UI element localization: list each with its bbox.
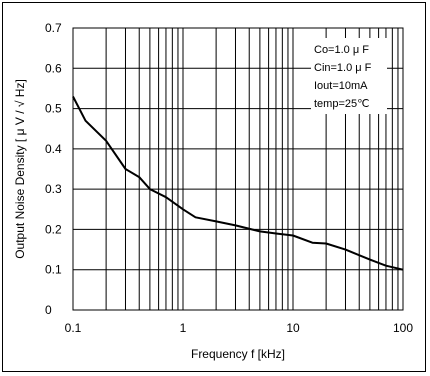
tick-labels: 0.1 1 10 100 0 0.1 0.2 0.3 0.4 0.5 0.6 0.7 [45,21,413,335]
y-tick-label: 0 [45,303,52,317]
y-tick-label: 0.1 [45,263,62,277]
condition-text: Cin=1.0 μ F [314,62,372,74]
y-tick-label: 0.3 [45,182,62,196]
noise-density-line [72,96,404,271]
x-tick-label: 0.1 [65,321,82,335]
condition-text: Co=1.0 μ F [314,44,369,56]
y-tick-label: 0.2 [45,222,62,236]
y-axis-label: Output Noise Density [ μ V / √ Hz] [13,79,27,259]
x-tick-label: 10 [286,321,300,335]
x-tick-label: 100 [393,321,413,335]
condition-text: temp=25℃ [314,98,369,110]
x-tick-label: 1 [180,321,187,335]
plot-area [72,27,404,311]
y-tick-label: 0.4 [45,142,62,156]
legend-background [311,38,387,114]
series [72,96,404,271]
x-axis-label: Frequency f [kHz] [191,347,285,361]
condition-text: Iout=10mA [314,80,368,92]
y-tick-label: 0.6 [45,61,62,75]
y-tick-label: 0.5 [45,102,62,116]
y-tick-label: 0.7 [45,21,62,35]
condition-legend: Co=1.0 μ F Cin=1.0 μ F Iout=10mA temp=25℃ [311,38,387,114]
